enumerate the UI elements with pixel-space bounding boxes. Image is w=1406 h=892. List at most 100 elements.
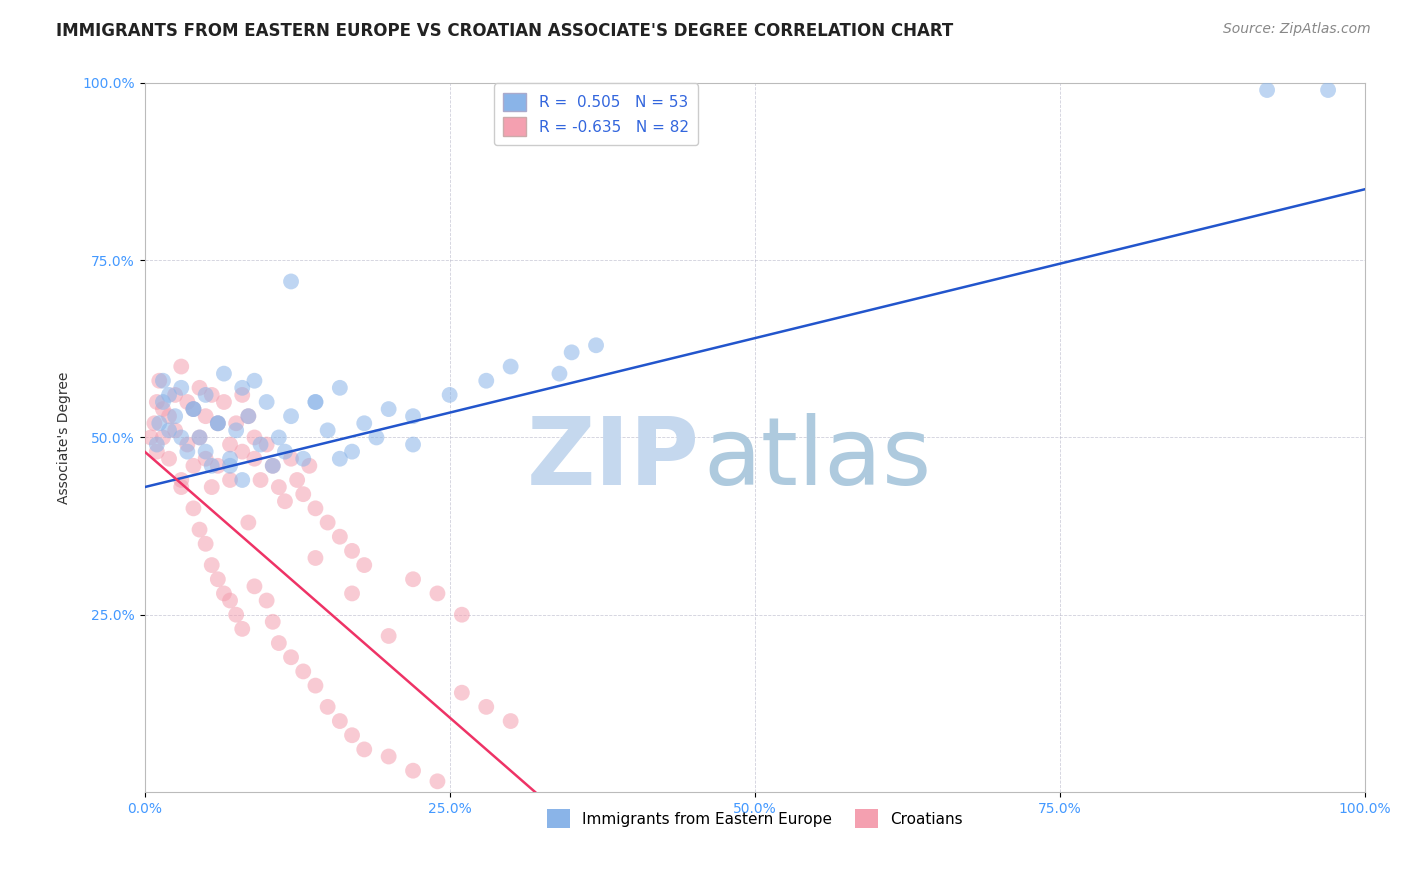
Point: [194, 409, 217, 424]
Point: [340, 444, 363, 458]
Point: [238, 516, 260, 530]
Point: [377, 749, 399, 764]
Point: [304, 395, 326, 409]
Point: [249, 437, 271, 451]
Point: [219, 437, 242, 451]
Point: [329, 381, 352, 395]
Point: [225, 417, 247, 431]
Point: [212, 395, 235, 409]
Point: [353, 417, 375, 431]
Point: [219, 593, 242, 607]
Point: [146, 437, 169, 451]
Point: [353, 742, 375, 756]
Point: [188, 381, 211, 395]
Point: [262, 615, 284, 629]
Point: [201, 480, 224, 494]
Point: [170, 473, 193, 487]
Point: [152, 430, 174, 444]
Point: [207, 458, 229, 473]
Point: [499, 714, 522, 728]
Text: IMMIGRANTS FROM EASTERN EUROPE VS CROATIAN ASSOCIATE'S DEGREE CORRELATION CHART: IMMIGRANTS FROM EASTERN EUROPE VS CROATI…: [56, 22, 953, 40]
Point: [548, 367, 571, 381]
Point: [298, 458, 321, 473]
Point: [499, 359, 522, 374]
Point: [426, 586, 449, 600]
Point: [238, 409, 260, 424]
Point: [316, 699, 339, 714]
Point: [194, 537, 217, 551]
Point: [366, 430, 388, 444]
Point: [183, 402, 205, 417]
Point: [450, 686, 472, 700]
Point: [274, 444, 297, 458]
Point: [231, 473, 253, 487]
Point: [139, 430, 162, 444]
Point: [231, 381, 253, 395]
Point: [475, 374, 498, 388]
Point: [1256, 83, 1278, 97]
Point: [207, 572, 229, 586]
Point: [143, 417, 166, 431]
Point: [170, 480, 193, 494]
Point: [188, 430, 211, 444]
Point: [212, 367, 235, 381]
Point: [201, 388, 224, 402]
Point: [426, 774, 449, 789]
Point: [238, 409, 260, 424]
Point: [243, 430, 266, 444]
Point: [157, 423, 180, 437]
Point: [231, 444, 253, 458]
Point: [170, 359, 193, 374]
Point: [439, 388, 461, 402]
Point: [219, 451, 242, 466]
Point: [329, 714, 352, 728]
Point: [304, 395, 326, 409]
Point: [165, 388, 187, 402]
Point: [280, 409, 302, 424]
Point: [256, 395, 278, 409]
Point: [340, 728, 363, 742]
Point: [256, 437, 278, 451]
Point: [262, 458, 284, 473]
Point: [340, 544, 363, 558]
Point: [280, 275, 302, 289]
Point: [280, 451, 302, 466]
Text: Source: ZipAtlas.com: Source: ZipAtlas.com: [1223, 22, 1371, 37]
Point: [340, 586, 363, 600]
Point: [176, 395, 198, 409]
Point: [201, 458, 224, 473]
Text: ZIP: ZIP: [527, 413, 700, 505]
Point: [267, 636, 290, 650]
Point: [274, 494, 297, 508]
Point: [262, 458, 284, 473]
Point: [176, 444, 198, 458]
Point: [194, 444, 217, 458]
Y-axis label: Associate's Degree: Associate's Degree: [58, 371, 72, 504]
Point: [231, 622, 253, 636]
Point: [353, 558, 375, 572]
Point: [188, 430, 211, 444]
Point: [183, 402, 205, 417]
Point: [212, 586, 235, 600]
Point: [243, 451, 266, 466]
Point: [267, 430, 290, 444]
Point: [329, 530, 352, 544]
Point: [146, 395, 169, 409]
Point: [280, 650, 302, 665]
Point: [170, 430, 193, 444]
Point: [207, 417, 229, 431]
Point: [188, 523, 211, 537]
Point: [285, 473, 308, 487]
Point: [243, 374, 266, 388]
Point: [225, 607, 247, 622]
Point: [585, 338, 607, 352]
Point: [165, 409, 187, 424]
Point: [148, 417, 170, 431]
Point: [219, 473, 242, 487]
Point: [304, 501, 326, 516]
Point: [157, 409, 180, 424]
Point: [1317, 83, 1340, 97]
Legend: Immigrants from Eastern Europe, Croatians: Immigrants from Eastern Europe, Croatian…: [541, 803, 969, 834]
Text: atlas: atlas: [703, 413, 932, 505]
Point: [304, 551, 326, 566]
